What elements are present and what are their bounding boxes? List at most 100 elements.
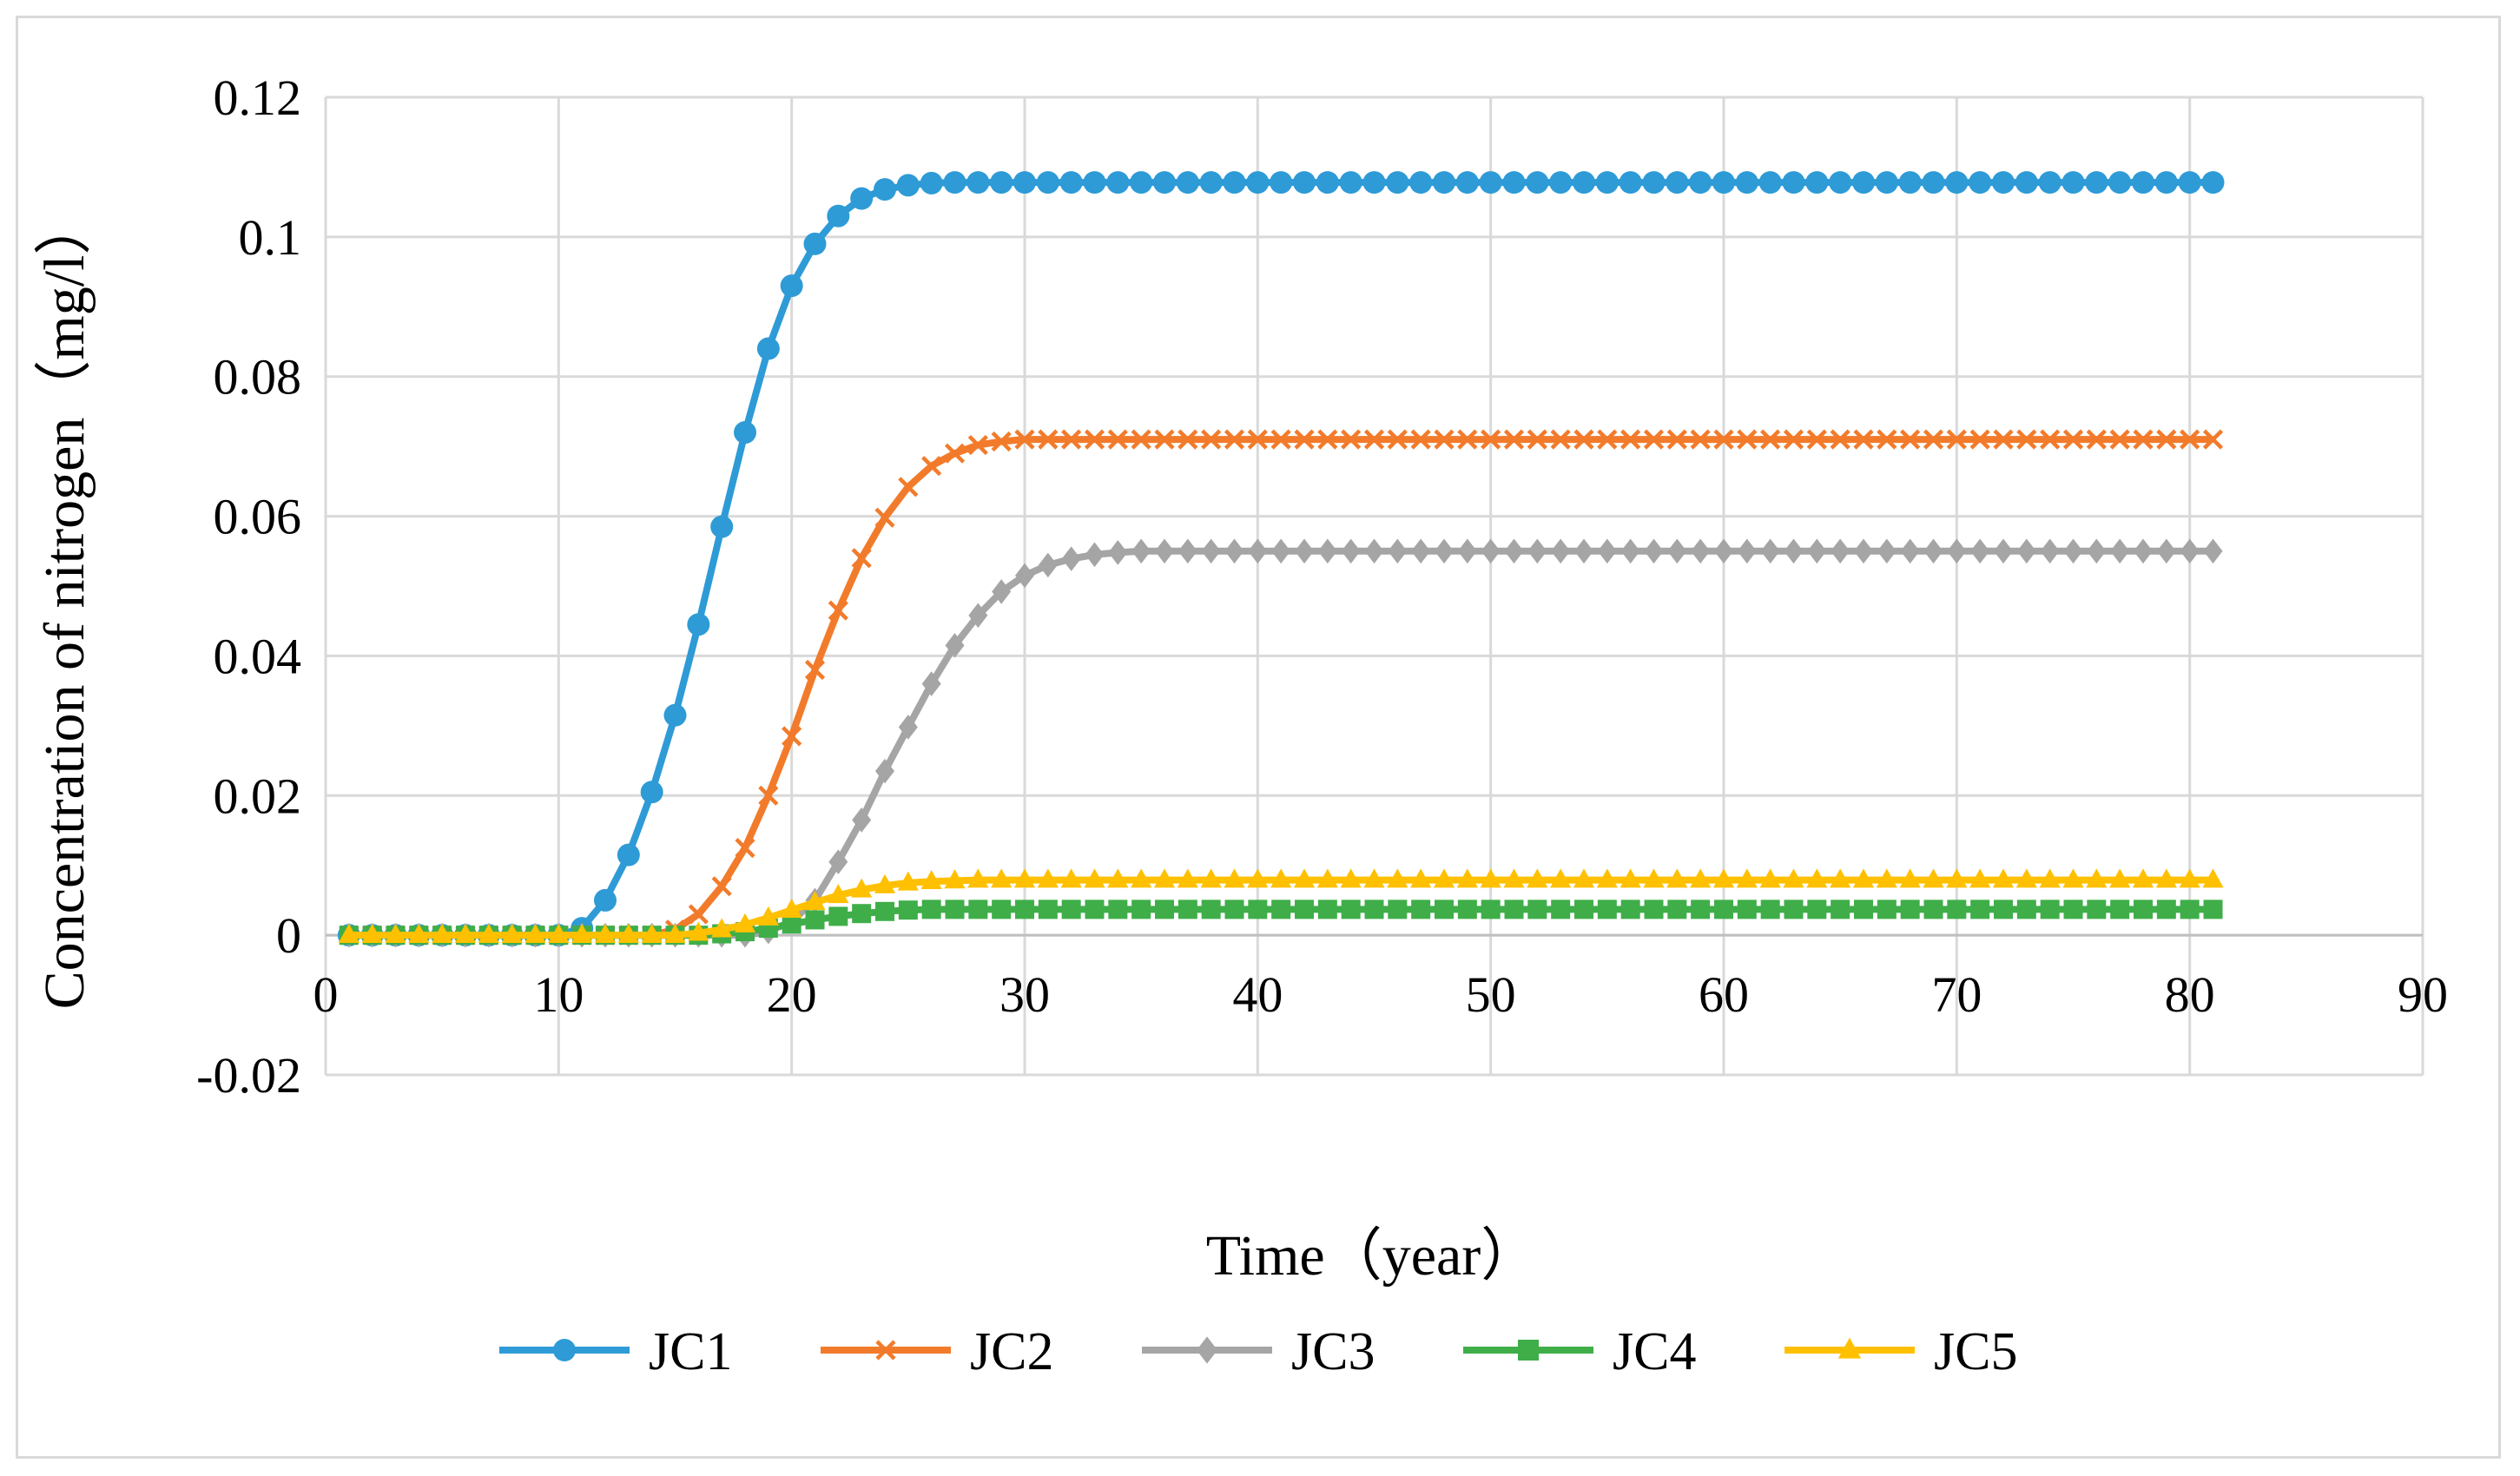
data-point (734, 421, 756, 445)
data-point (2087, 538, 2107, 564)
data-point (1830, 429, 1850, 450)
data-point (1854, 899, 1873, 919)
data-point (851, 878, 873, 898)
data-point (896, 174, 920, 197)
data-point (1294, 429, 1315, 450)
data-point (454, 923, 477, 943)
data-point (1316, 868, 1338, 888)
data-point (2040, 538, 2060, 564)
data-point (2179, 868, 2200, 888)
data-point (1153, 868, 1176, 888)
data-point (1131, 429, 1151, 450)
data-point (2040, 429, 2061, 450)
legend-item-jc4: JC4 (1463, 1322, 1696, 1381)
legend-label: JC1 (649, 1322, 732, 1381)
data-point (1642, 171, 1666, 194)
data-point (850, 187, 874, 210)
data-point (1807, 538, 1827, 564)
data-point (1224, 868, 1245, 888)
data-point (1271, 538, 1291, 564)
data-point (780, 274, 803, 298)
data-point (1690, 429, 1711, 450)
data-point (1481, 429, 1501, 450)
data-point (1831, 899, 1850, 919)
data-point (1527, 899, 1547, 919)
data-point (1456, 868, 1478, 888)
data-point (1784, 899, 1804, 919)
data-point (1969, 429, 1990, 450)
data-point (1457, 429, 1478, 450)
data-point (920, 171, 943, 194)
data-point (1293, 171, 1316, 194)
data-point (1596, 868, 1618, 888)
data-point (1667, 899, 1687, 919)
data-point (1176, 171, 1199, 194)
data-point (921, 899, 941, 919)
data-point (2086, 868, 2108, 888)
data-point (1270, 868, 1292, 888)
data-point (1597, 899, 1617, 919)
data-point (2109, 429, 2130, 450)
data-point (1922, 171, 1945, 194)
data-point (1875, 171, 1898, 194)
x-tick-label: 10 (533, 966, 584, 1023)
data-point (1386, 171, 1409, 194)
data-point (2108, 171, 2132, 194)
data-point (1805, 171, 1829, 194)
data-point (711, 918, 733, 938)
data-point (1177, 868, 1198, 888)
data-point (1200, 868, 1222, 888)
data-point (1155, 538, 1174, 564)
data-point (1760, 429, 1781, 450)
data-point (617, 923, 639, 943)
data-point (1595, 171, 1619, 194)
data-point (1970, 538, 1990, 564)
data-point (1947, 899, 1967, 919)
data-point (594, 888, 617, 912)
data-point (1013, 868, 1036, 888)
data-point (898, 900, 918, 920)
x-tick-labels: 0 10 20 30 40 50 60 70 80 90 (313, 966, 2449, 1023)
data-point (1619, 171, 1642, 194)
data-point (804, 891, 826, 911)
data-point (1061, 429, 1082, 450)
data-point (1223, 171, 1246, 194)
data-point (1455, 171, 1479, 194)
data-point (1900, 899, 1920, 919)
data-point (1946, 429, 1967, 450)
legend-item-jc5: JC5 (1784, 1322, 2017, 1381)
data-point (1830, 868, 1851, 888)
data-point (1735, 171, 1758, 194)
legend: JC1 JC2 JC3 JC4 JC5 (499, 1322, 2017, 1381)
data-point (2062, 429, 2084, 450)
data-point (2016, 538, 2036, 564)
y-tick-label: 0.04 (214, 628, 302, 684)
data-point (2086, 429, 2107, 450)
data-point (1037, 868, 1059, 888)
data-point (1712, 868, 1735, 888)
data-point (1106, 171, 1130, 194)
x-tick-label: 50 (1466, 966, 1516, 1023)
data-point (478, 923, 499, 943)
data-point (1945, 171, 1969, 194)
data-point (1317, 899, 1337, 919)
data-point (1410, 429, 1431, 450)
data-point (1899, 868, 1921, 888)
data-point (992, 899, 1012, 919)
data-point (1410, 868, 1432, 888)
data-point (1666, 429, 1687, 450)
data-point (1131, 538, 1151, 564)
data-point (1038, 429, 1059, 450)
x-tick-label: 20 (767, 966, 817, 1023)
data-point (2134, 538, 2153, 564)
data-point (338, 923, 360, 943)
data-point (758, 785, 779, 806)
data-point (2203, 899, 2223, 919)
data-point (1131, 868, 1152, 888)
data-point (944, 443, 966, 464)
data-point (2156, 429, 2177, 450)
data-point (2110, 538, 2130, 564)
data-point (735, 838, 755, 859)
data-point (781, 898, 802, 918)
